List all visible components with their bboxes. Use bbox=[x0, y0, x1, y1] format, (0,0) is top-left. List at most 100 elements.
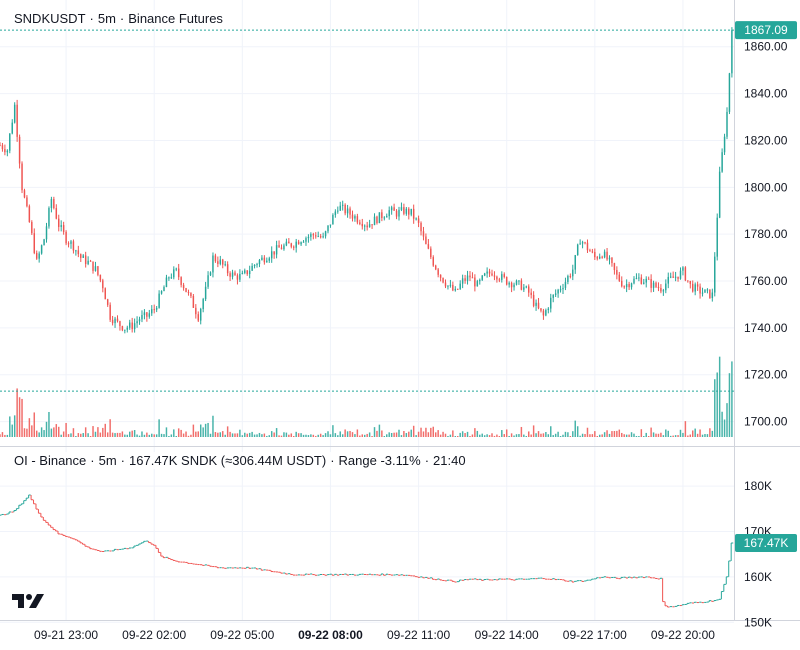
candle-body[interactable] bbox=[214, 255, 217, 262]
candle-body[interactable] bbox=[248, 270, 251, 275]
candle-body[interactable] bbox=[148, 313, 151, 317]
candle-body[interactable] bbox=[190, 292, 192, 297]
candle-body[interactable] bbox=[378, 212, 381, 224]
candle-body[interactable] bbox=[403, 207, 405, 214]
candle-body[interactable] bbox=[432, 257, 435, 266]
candle-body[interactable] bbox=[26, 197, 28, 207]
candle-body[interactable] bbox=[65, 231, 67, 244]
candle-body[interactable] bbox=[547, 308, 550, 311]
candle-body[interactable] bbox=[550, 297, 552, 309]
candle-body[interactable] bbox=[121, 326, 124, 331]
candle-body[interactable] bbox=[643, 282, 645, 284]
candle-body[interactable] bbox=[92, 261, 94, 271]
candle-body[interactable] bbox=[170, 277, 173, 279]
candle-body[interactable] bbox=[537, 302, 540, 309]
candle-body[interactable] bbox=[53, 199, 55, 209]
candle-body[interactable] bbox=[21, 163, 23, 191]
candle-body[interactable] bbox=[481, 275, 483, 280]
candle-body[interactable] bbox=[94, 266, 97, 271]
candle-body[interactable] bbox=[275, 245, 278, 255]
candle-body[interactable] bbox=[239, 273, 241, 280]
candle-body[interactable] bbox=[682, 267, 684, 271]
interval-label[interactable]: 5m bbox=[97, 11, 116, 26]
candle-body[interactable] bbox=[99, 274, 102, 281]
candle-body[interactable] bbox=[417, 218, 420, 223]
candle-body[interactable] bbox=[288, 241, 290, 244]
candle-body[interactable] bbox=[187, 291, 190, 293]
candle-body[interactable] bbox=[305, 238, 307, 242]
candle-body[interactable] bbox=[324, 231, 327, 237]
candle-body[interactable] bbox=[638, 277, 640, 279]
candle-body[interactable] bbox=[199, 309, 202, 321]
candle-body[interactable] bbox=[640, 277, 643, 284]
candle-body[interactable] bbox=[395, 210, 398, 217]
candle-body[interactable] bbox=[329, 224, 332, 226]
candle-body[interactable] bbox=[412, 208, 415, 219]
candle-body[interactable] bbox=[603, 251, 606, 258]
candle-body[interactable] bbox=[293, 246, 295, 248]
candle-body[interactable] bbox=[151, 309, 153, 314]
candle-body[interactable] bbox=[444, 282, 447, 287]
candle-body[interactable] bbox=[665, 283, 667, 291]
candle-body[interactable] bbox=[283, 245, 285, 250]
candle-body[interactable] bbox=[501, 274, 503, 280]
candle-body[interactable] bbox=[266, 260, 268, 263]
candle-body[interactable] bbox=[586, 242, 589, 251]
candle-body[interactable] bbox=[373, 216, 376, 226]
candle-body[interactable] bbox=[219, 259, 222, 264]
candle-body[interactable] bbox=[111, 319, 114, 324]
candle-body[interactable] bbox=[616, 270, 618, 275]
candle-body[interactable] bbox=[77, 250, 80, 255]
candle-body[interactable] bbox=[711, 292, 714, 299]
candle-body[interactable] bbox=[241, 272, 244, 274]
candle-body[interactable] bbox=[153, 309, 155, 311]
candle-body[interactable] bbox=[33, 233, 36, 253]
candle-body[interactable] bbox=[349, 208, 351, 215]
candle-body[interactable] bbox=[598, 256, 601, 259]
candle-body[interactable] bbox=[253, 264, 256, 266]
candle-body[interactable] bbox=[222, 259, 224, 265]
candle-body[interactable] bbox=[567, 275, 569, 282]
candle-body[interactable] bbox=[315, 235, 317, 237]
candle-body[interactable] bbox=[574, 255, 576, 270]
candle-body[interactable] bbox=[505, 276, 508, 285]
candle-body[interactable] bbox=[278, 245, 280, 248]
candle-body[interactable] bbox=[493, 275, 496, 277]
candle-body[interactable] bbox=[611, 257, 613, 264]
candle-body[interactable] bbox=[322, 236, 324, 238]
candle-body[interactable] bbox=[579, 243, 581, 245]
candle-body[interactable] bbox=[714, 256, 716, 293]
candle-body[interactable] bbox=[606, 251, 608, 260]
candle-body[interactable] bbox=[212, 255, 214, 273]
candle-body[interactable] bbox=[141, 315, 143, 320]
candle-body[interactable] bbox=[596, 257, 599, 259]
candle-body[interactable] bbox=[728, 73, 731, 112]
candle-body[interactable] bbox=[684, 267, 687, 281]
candle-body[interactable] bbox=[62, 225, 65, 232]
candle-body[interactable] bbox=[459, 283, 461, 289]
candle-body[interactable] bbox=[400, 207, 403, 210]
candle-body[interactable] bbox=[346, 208, 349, 214]
candle-body[interactable] bbox=[300, 242, 302, 245]
candle-body[interactable] bbox=[1, 145, 4, 150]
candle-body[interactable] bbox=[146, 312, 148, 317]
candle-body[interactable] bbox=[689, 280, 692, 284]
candle-body[interactable] bbox=[381, 212, 383, 218]
candle-body[interactable] bbox=[231, 272, 234, 277]
candle-body[interactable] bbox=[633, 278, 635, 284]
candle-body[interactable] bbox=[559, 289, 562, 291]
candle-body[interactable] bbox=[564, 281, 567, 288]
candle-body[interactable] bbox=[270, 251, 273, 259]
candle-body[interactable] bbox=[226, 264, 229, 274]
candle-body[interactable] bbox=[133, 323, 136, 330]
candle-body[interactable] bbox=[124, 329, 126, 331]
candle-body[interactable] bbox=[58, 218, 60, 227]
candle-body[interactable] bbox=[508, 282, 510, 285]
candle-body[interactable] bbox=[562, 287, 564, 290]
candle-body[interactable] bbox=[464, 278, 466, 281]
candle-body[interactable] bbox=[486, 271, 488, 274]
candle-body[interactable] bbox=[202, 299, 204, 310]
candle-body[interactable] bbox=[410, 208, 412, 215]
candle-body[interactable] bbox=[510, 282, 513, 288]
oi-name-label[interactable]: OI - Binance bbox=[14, 453, 87, 468]
